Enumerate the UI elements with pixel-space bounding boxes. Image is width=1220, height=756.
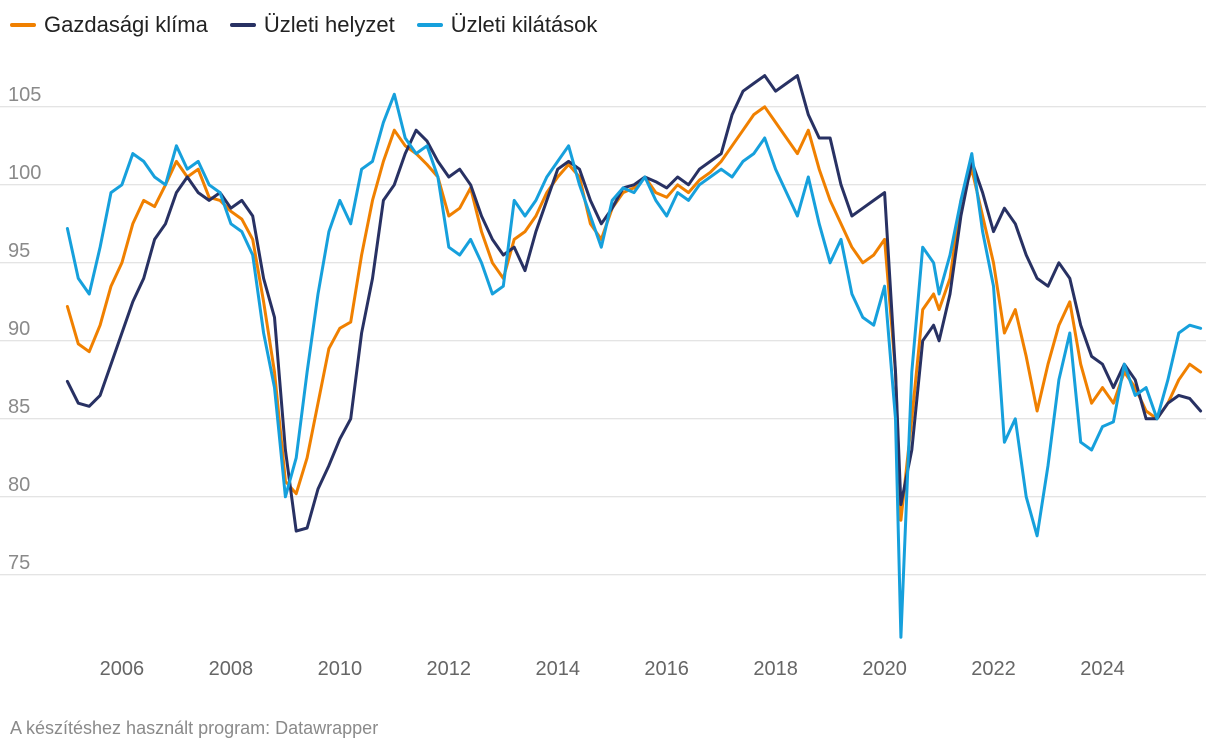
x-tick-label: 2012 <box>427 658 472 680</box>
y-tick-label: 85 <box>8 396 30 418</box>
credit-footer: A készítéshez használt program: Datawrap… <box>10 718 379 738</box>
legend-label: Üzleti kilátások <box>450 12 598 37</box>
legend-item-0: Gazdasági klíma <box>10 12 208 38</box>
y-tick-label: 100 <box>8 162 41 184</box>
legend-label: Gazdasági klíma <box>44 12 208 37</box>
legend-label: Üzleti helyzet <box>263 12 395 37</box>
y-tick-label: 80 <box>8 474 30 496</box>
x-tick-label: 2020 <box>862 658 907 680</box>
series-line-2 <box>65 92 1203 639</box>
y-tick-label: 90 <box>8 318 30 340</box>
chart-legend: Gazdasági klíma Üzleti helyzet Üzleti kilá… <box>10 12 597 38</box>
x-tick-label: 2022 <box>971 658 1016 680</box>
series-line-0 <box>65 105 1203 522</box>
x-tick-label: 2016 <box>644 658 689 680</box>
x-tick-label: 2008 <box>209 658 254 680</box>
x-tick-label: 2014 <box>535 658 580 680</box>
x-tick-label: 2018 <box>753 658 798 680</box>
x-tick-label: 2006 <box>100 658 145 680</box>
legend-item-2: Üzleti kilátások <box>416 12 598 38</box>
legend-swatch <box>416 23 443 27</box>
y-tick-label: 105 <box>8 84 41 106</box>
legend-swatch <box>10 23 36 27</box>
legend-swatch <box>229 23 256 27</box>
legend-item-1: Üzleti helyzet <box>229 12 395 38</box>
y-tick-label: 95 <box>8 240 30 262</box>
x-tick-label: 2010 <box>318 658 363 680</box>
series-line-1 <box>65 74 1203 533</box>
x-tick-label: 2024 <box>1080 658 1125 680</box>
y-tick-label: 75 <box>8 552 30 574</box>
